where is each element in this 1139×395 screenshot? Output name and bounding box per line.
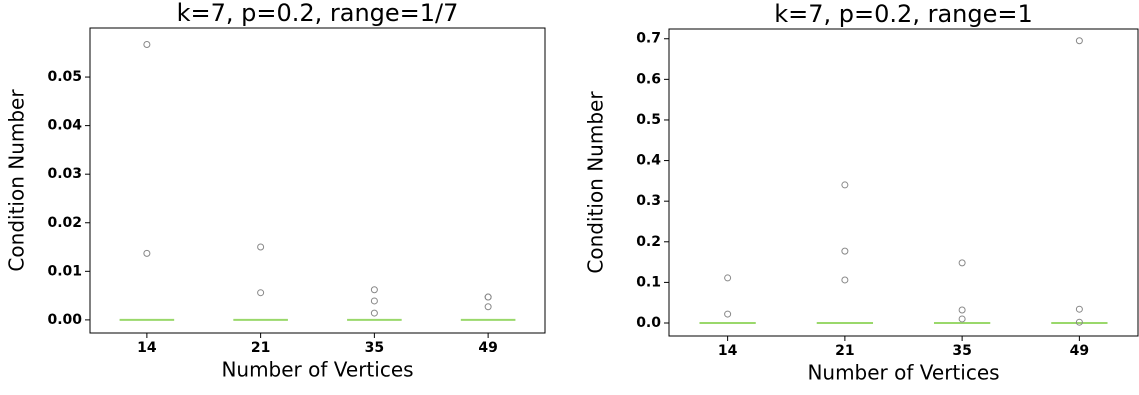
outlier	[143, 41, 151, 49]
plot-frame	[89, 27, 546, 334]
y-tick-label: 0.0	[636, 315, 661, 331]
x-tick-label: 14	[137, 340, 157, 356]
x-axis-label: Number of Vertices	[221, 358, 413, 382]
outlier	[958, 259, 966, 267]
outlier	[724, 310, 732, 318]
outlier	[257, 243, 265, 251]
y-tick-label: 0.5	[636, 112, 661, 128]
outlier	[370, 297, 378, 305]
outlier	[841, 276, 849, 284]
outlier	[841, 247, 849, 255]
y-tick-label: 0.4	[636, 153, 661, 169]
y-axis-label: Condition Number	[5, 89, 29, 272]
y-tick-label: 0.03	[47, 166, 82, 182]
outlier	[370, 309, 378, 317]
y-tick-label: 0.04	[47, 118, 82, 134]
outlier	[958, 315, 966, 323]
y-tick-label: 0.05	[47, 69, 82, 85]
y-tick-label: 0.6	[636, 71, 661, 87]
x-tick-label: 14	[718, 343, 738, 359]
y-tick-label: 0.02	[47, 215, 82, 231]
outlier	[370, 286, 378, 294]
outlier	[958, 306, 966, 314]
outlier	[841, 181, 849, 189]
y-axis-label: Condition Number	[584, 91, 608, 274]
x-tick-label: 49	[1070, 343, 1089, 359]
y-tick-label: 0.3	[636, 193, 661, 209]
y-tick-label: 0.01	[47, 263, 82, 279]
x-axis-label: Number of Vertices	[807, 361, 999, 385]
x-tick-label: 35	[365, 340, 384, 356]
outlier	[1075, 37, 1083, 45]
y-tick-label: 0.2	[636, 234, 661, 250]
chart-title: k=7, p=0.2, range=1	[774, 0, 1032, 28]
outlier	[484, 293, 492, 301]
outlier	[1075, 305, 1083, 313]
outlier	[484, 303, 492, 311]
y-tick-label: 0.1	[636, 274, 661, 290]
x-tick-label: 21	[251, 340, 270, 356]
outlier	[143, 249, 151, 257]
y-tick-label: 0.00	[47, 312, 82, 328]
x-tick-label: 35	[952, 343, 971, 359]
chart-title: k=7, p=0.2, range=1/7	[177, 0, 459, 27]
y-tick-label: 0.7	[636, 31, 661, 47]
x-tick-label: 49	[478, 340, 497, 356]
plot-frame	[668, 28, 1139, 337]
outlier	[724, 274, 732, 282]
x-tick-label: 21	[835, 343, 854, 359]
outlier	[257, 289, 265, 297]
outlier	[1075, 318, 1083, 326]
